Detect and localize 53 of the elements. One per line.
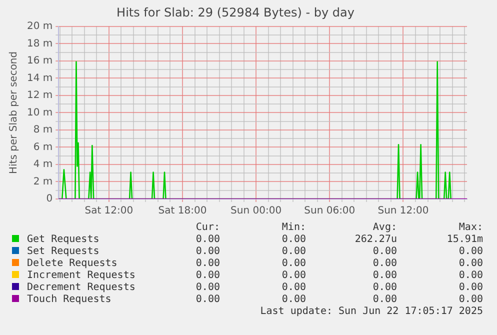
text: 0.00 — [194, 270, 220, 282]
legend-label: Get Requests — [26, 234, 100, 246]
x-tick-label: Sat 12:00 — [84, 206, 134, 217]
y-tick-label: 10 m — [26, 107, 53, 118]
text: Min: — [280, 222, 306, 234]
text: 0.00 — [280, 258, 306, 270]
legend-label: Decrement Requests — [26, 282, 136, 294]
y-axis-title: Hits per Slab per second — [8, 51, 20, 174]
text: 0.00 — [194, 282, 220, 294]
text: 0.00 — [458, 270, 483, 282]
text: 0.00 — [280, 270, 306, 282]
text: Avg: — [372, 222, 397, 234]
legend-label: Touch Requests — [26, 294, 112, 306]
x-tick-label: Sun 00:00 — [230, 206, 282, 217]
y-tick-label: 12 m — [26, 90, 53, 102]
y-tick-label: 0 — [46, 194, 53, 205]
text: 0.00 — [280, 246, 306, 258]
text: Max: — [458, 222, 483, 234]
y-tick-label: 2 m — [33, 176, 53, 188]
text: 0.00 — [194, 246, 220, 258]
text: Cur: — [194, 222, 220, 234]
legend-label: Increment Requests — [26, 270, 136, 282]
text: Last update: Sun Jun 22 17:05:17 2025 — [259, 306, 483, 317]
legend-label: Set Requests — [26, 246, 100, 258]
y-tick-label: 18 m — [26, 38, 53, 50]
y-tick-label: 4 m — [33, 159, 53, 170]
text: 0.00 — [372, 294, 397, 306]
x-tick-label: Sat 18:00 — [158, 206, 207, 217]
text: 0.00 — [458, 294, 483, 306]
text: 0.00 — [372, 246, 397, 258]
text: 0.00 — [458, 282, 483, 294]
text: 0.00 — [194, 294, 220, 306]
text: 0.00 — [194, 234, 220, 246]
text: 0.00 — [280, 294, 306, 306]
y-tick-label: 8 m — [33, 124, 53, 136]
chart-title: Hits for Slab: 29 (52984 Bytes) - by day — [116, 5, 354, 20]
y-tick-label: 6 m — [33, 142, 53, 153]
text: 0.00 — [280, 234, 306, 246]
y-tick-label: 14 m — [26, 72, 53, 84]
y-tick-label: 20 m — [26, 20, 53, 32]
text: 0.00 — [458, 246, 483, 258]
y-tick-label: 16 m — [26, 56, 53, 67]
text: 262.27u — [354, 234, 397, 246]
x-tick-label: Sun 06:00 — [304, 206, 356, 217]
text: 0.00 — [280, 282, 306, 294]
text: 0.00 — [372, 258, 397, 270]
x-tick-label: Sun 12:00 — [378, 206, 429, 217]
text: 0.00 — [372, 270, 397, 282]
legend-label: Delete Requests — [26, 258, 118, 270]
text: 15.91m — [446, 234, 483, 246]
text: 0.00 — [194, 258, 220, 270]
text: 0.00 — [372, 282, 397, 294]
text: 0.00 — [458, 258, 483, 270]
